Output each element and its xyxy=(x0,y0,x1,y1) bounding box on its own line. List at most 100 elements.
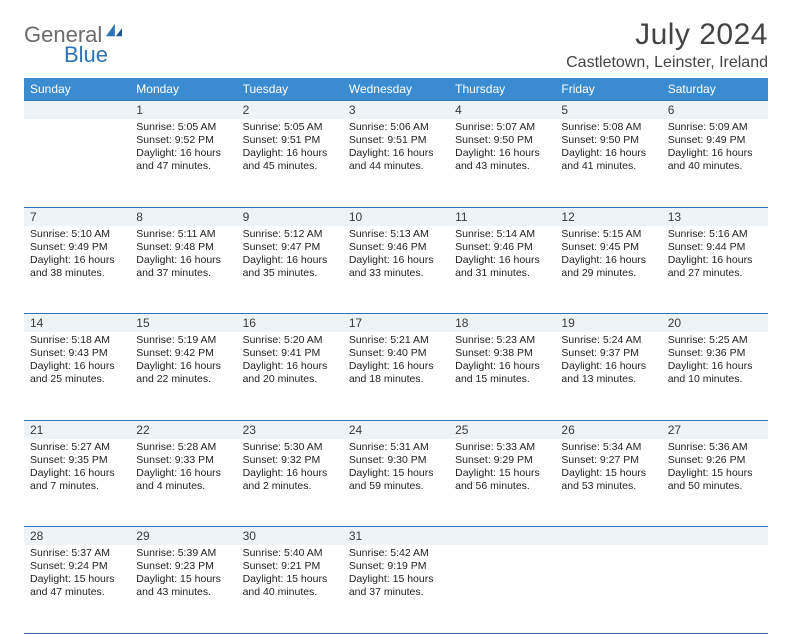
daylight-text: Daylight: 16 hours and 40 minutes. xyxy=(668,147,762,173)
day-cell: Sunrise: 5:16 AMSunset: 9:44 PMDaylight:… xyxy=(662,226,768,314)
day-number: 5 xyxy=(555,101,661,119)
day-number-cell: 5 xyxy=(555,101,661,120)
sunset-text: Sunset: 9:46 PM xyxy=(349,241,443,254)
daylight-text: Daylight: 16 hours and 35 minutes. xyxy=(243,254,337,280)
day-number: 21 xyxy=(24,421,130,439)
daylight-text: Daylight: 16 hours and 7 minutes. xyxy=(30,467,124,493)
daylight-text: Daylight: 16 hours and 13 minutes. xyxy=(561,360,655,386)
sunrise-text: Sunrise: 5:06 AM xyxy=(349,121,443,134)
day-cell: Sunrise: 5:09 AMSunset: 9:49 PMDaylight:… xyxy=(662,119,768,207)
sunrise-text: Sunrise: 5:11 AM xyxy=(136,228,230,241)
sunrise-text: Sunrise: 5:12 AM xyxy=(243,228,337,241)
daylight-text: Daylight: 15 hours and 40 minutes. xyxy=(243,573,337,599)
sunset-text: Sunset: 9:23 PM xyxy=(136,560,230,573)
day-number: 3 xyxy=(343,101,449,119)
sunrise-text: Sunrise: 5:30 AM xyxy=(243,441,337,454)
sunset-text: Sunset: 9:51 PM xyxy=(243,134,337,147)
daylight-text: Daylight: 15 hours and 50 minutes. xyxy=(668,467,762,493)
day-number-cell: 8 xyxy=(130,207,236,226)
day-number-cell: 4 xyxy=(449,101,555,120)
sunset-text: Sunset: 9:50 PM xyxy=(455,134,549,147)
daylight-text: Daylight: 15 hours and 53 minutes. xyxy=(561,467,655,493)
day-number: 20 xyxy=(662,314,768,332)
sunset-text: Sunset: 9:32 PM xyxy=(243,454,337,467)
logo-text-blue: Blue xyxy=(64,42,124,68)
weekday-header: Monday xyxy=(130,78,236,101)
day-number-cell: 19 xyxy=(555,314,661,333)
day-number-cell: 9 xyxy=(237,207,343,226)
weekday-header: Thursday xyxy=(449,78,555,101)
sunrise-text: Sunrise: 5:28 AM xyxy=(136,441,230,454)
day-cell xyxy=(24,119,130,207)
day-cell: Sunrise: 5:19 AMSunset: 9:42 PMDaylight:… xyxy=(130,332,236,420)
sunrise-text: Sunrise: 5:20 AM xyxy=(243,334,337,347)
sunrise-text: Sunrise: 5:23 AM xyxy=(455,334,549,347)
location: Castletown, Leinster, Ireland xyxy=(566,54,768,72)
day-number-cell: 24 xyxy=(343,420,449,439)
sunrise-text: Sunrise: 5:09 AM xyxy=(668,121,762,134)
sail-icon xyxy=(104,22,124,43)
daylight-text: Daylight: 16 hours and 37 minutes. xyxy=(136,254,230,280)
day-cell: Sunrise: 5:30 AMSunset: 9:32 PMDaylight:… xyxy=(237,439,343,527)
header: GeneralBlue July 2024 Castletown, Leinst… xyxy=(24,18,768,72)
daylight-text: Daylight: 15 hours and 56 minutes. xyxy=(455,467,549,493)
day-cell: Sunrise: 5:05 AMSunset: 9:52 PMDaylight:… xyxy=(130,119,236,207)
day-cell: Sunrise: 5:23 AMSunset: 9:38 PMDaylight:… xyxy=(449,332,555,420)
day-cell: Sunrise: 5:10 AMSunset: 9:49 PMDaylight:… xyxy=(24,226,130,314)
sunset-text: Sunset: 9:50 PM xyxy=(561,134,655,147)
daylight-text: Daylight: 16 hours and 2 minutes. xyxy=(243,467,337,493)
day-number-cell xyxy=(24,101,130,120)
day-number-cell: 14 xyxy=(24,314,130,333)
sunset-text: Sunset: 9:48 PM xyxy=(136,241,230,254)
daylight-text: Daylight: 16 hours and 45 minutes. xyxy=(243,147,337,173)
sunset-text: Sunset: 9:33 PM xyxy=(136,454,230,467)
day-number-cell xyxy=(662,527,768,546)
sunrise-text: Sunrise: 5:33 AM xyxy=(455,441,549,454)
day-number xyxy=(449,527,555,543)
day-cell: Sunrise: 5:33 AMSunset: 9:29 PMDaylight:… xyxy=(449,439,555,527)
day-number xyxy=(24,101,130,117)
weekday-header: Tuesday xyxy=(237,78,343,101)
daylight-text: Daylight: 16 hours and 31 minutes. xyxy=(455,254,549,280)
day-number: 12 xyxy=(555,208,661,226)
day-number xyxy=(662,527,768,543)
daylight-text: Daylight: 16 hours and 44 minutes. xyxy=(349,147,443,173)
day-number: 18 xyxy=(449,314,555,332)
day-cell xyxy=(449,545,555,633)
day-number-cell: 13 xyxy=(662,207,768,226)
day-number-cell: 27 xyxy=(662,420,768,439)
day-cell: Sunrise: 5:12 AMSunset: 9:47 PMDaylight:… xyxy=(237,226,343,314)
day-number: 2 xyxy=(237,101,343,119)
sunrise-text: Sunrise: 5:15 AM xyxy=(561,228,655,241)
daylight-text: Daylight: 16 hours and 38 minutes. xyxy=(30,254,124,280)
day-cell xyxy=(555,545,661,633)
day-cell: Sunrise: 5:15 AMSunset: 9:45 PMDaylight:… xyxy=(555,226,661,314)
sunset-text: Sunset: 9:21 PM xyxy=(243,560,337,573)
day-number-cell: 29 xyxy=(130,527,236,546)
sunrise-text: Sunrise: 5:05 AM xyxy=(136,121,230,134)
day-cell: Sunrise: 5:39 AMSunset: 9:23 PMDaylight:… xyxy=(130,545,236,633)
day-number-cell: 18 xyxy=(449,314,555,333)
sunset-text: Sunset: 9:27 PM xyxy=(561,454,655,467)
day-cell: Sunrise: 5:11 AMSunset: 9:48 PMDaylight:… xyxy=(130,226,236,314)
day-cell xyxy=(662,545,768,633)
day-number-cell: 3 xyxy=(343,101,449,120)
day-number: 13 xyxy=(662,208,768,226)
month-title: July 2024 xyxy=(566,18,768,52)
day-cell: Sunrise: 5:18 AMSunset: 9:43 PMDaylight:… xyxy=(24,332,130,420)
sunset-text: Sunset: 9:29 PM xyxy=(455,454,549,467)
day-number: 8 xyxy=(130,208,236,226)
sunset-text: Sunset: 9:37 PM xyxy=(561,347,655,360)
day-number: 6 xyxy=(662,101,768,119)
day-number: 31 xyxy=(343,527,449,545)
sunrise-text: Sunrise: 5:05 AM xyxy=(243,121,337,134)
sunrise-text: Sunrise: 5:07 AM xyxy=(455,121,549,134)
sunrise-text: Sunrise: 5:10 AM xyxy=(30,228,124,241)
weekday-header: Saturday xyxy=(662,78,768,101)
day-cell: Sunrise: 5:08 AMSunset: 9:50 PMDaylight:… xyxy=(555,119,661,207)
sunset-text: Sunset: 9:43 PM xyxy=(30,347,124,360)
day-number: 22 xyxy=(130,421,236,439)
daylight-text: Daylight: 16 hours and 47 minutes. xyxy=(136,147,230,173)
day-cell: Sunrise: 5:34 AMSunset: 9:27 PMDaylight:… xyxy=(555,439,661,527)
sunrise-text: Sunrise: 5:36 AM xyxy=(668,441,762,454)
